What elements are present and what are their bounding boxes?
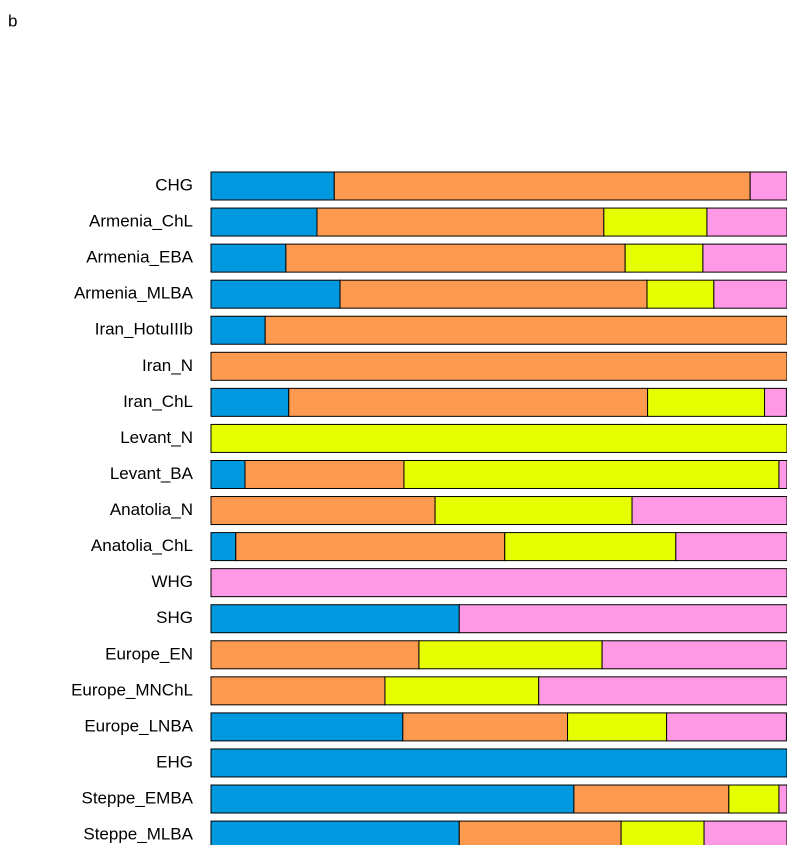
bar-segment (210, 207, 318, 237)
bar-segment (764, 387, 787, 417)
bar-segment (504, 532, 677, 562)
category-label: Europe_EN (105, 644, 193, 663)
bar-segment (316, 207, 605, 237)
bar-segment (210, 748, 787, 778)
bar-segment (339, 279, 648, 309)
bar-segment (458, 820, 622, 845)
category-label: Armenia_ChL (89, 212, 193, 231)
bar-segment (210, 423, 787, 453)
bar-segment (384, 676, 540, 706)
category-label: WHG (151, 572, 193, 591)
bar-segment (210, 243, 287, 273)
bar-segment (285, 243, 626, 273)
category-label: Armenia_EBA (86, 248, 193, 267)
bar-segment (624, 243, 704, 273)
category-label: Levant_N (120, 428, 193, 447)
bar-segment (778, 784, 787, 814)
bar-segment (210, 459, 246, 489)
bar-segment (418, 640, 603, 670)
bar-segment (778, 459, 787, 489)
bar-segment (620, 820, 705, 845)
category-label: Europe_MNChL (71, 680, 193, 699)
bar-segment (603, 207, 708, 237)
bar-segment (210, 279, 341, 309)
bar-segment (210, 712, 404, 742)
bar-segment (403, 459, 780, 489)
bar-segment (567, 712, 668, 742)
bar-segment (702, 243, 787, 273)
category-label: Europe_LNBA (84, 716, 193, 735)
bar-segment (210, 784, 575, 814)
bar-segment (434, 496, 633, 526)
panel-label: b (8, 11, 17, 30)
category-label: Anatolia_N (110, 500, 193, 519)
bar-segment (402, 712, 569, 742)
bar-segment (244, 459, 405, 489)
bar-segment (210, 568, 787, 598)
bar-segment (458, 604, 787, 634)
bar-segment (706, 207, 787, 237)
category-label: Iran_ChL (123, 392, 193, 411)
bar-segment (210, 532, 237, 562)
category-label: Anatolia_ChL (91, 536, 193, 555)
category-label: CHG (155, 175, 193, 194)
bar-segment (666, 712, 787, 742)
bar-segment (646, 279, 715, 309)
bar-segment (713, 279, 787, 309)
category-label: SHG (156, 608, 193, 627)
bar-segment (210, 676, 386, 706)
category-label: Steppe_EMBA (81, 789, 193, 808)
category-label: EHG (156, 752, 193, 771)
bar-segment (235, 532, 506, 562)
bar-segment (210, 820, 460, 845)
bar-segment (538, 676, 787, 706)
bar-segment (573, 784, 730, 814)
bar-segment (333, 171, 751, 201)
bar-segment (210, 351, 787, 381)
bar-segment (210, 387, 290, 417)
bar-segment (210, 496, 436, 526)
category-label: Steppe_MLBA (83, 825, 193, 844)
category-label: Armenia_MLBA (74, 284, 194, 303)
bar-segment (210, 604, 460, 634)
bar-segment (601, 640, 787, 670)
category-label: Iran_HotuIIIb (95, 320, 193, 339)
bar-segment (210, 315, 266, 345)
bar-segment (264, 315, 787, 345)
bar-segment (288, 387, 649, 417)
category-label: Iran_N (142, 356, 193, 375)
bar-segment (210, 640, 420, 670)
bar-segment (210, 171, 335, 201)
bar-segment (749, 171, 787, 201)
bar-segment (675, 532, 787, 562)
bar-segment (703, 820, 787, 845)
bar-segment (647, 387, 766, 417)
bar-segment (631, 496, 787, 526)
category-label: Levant_BA (110, 464, 194, 483)
bar-segment (728, 784, 780, 814)
